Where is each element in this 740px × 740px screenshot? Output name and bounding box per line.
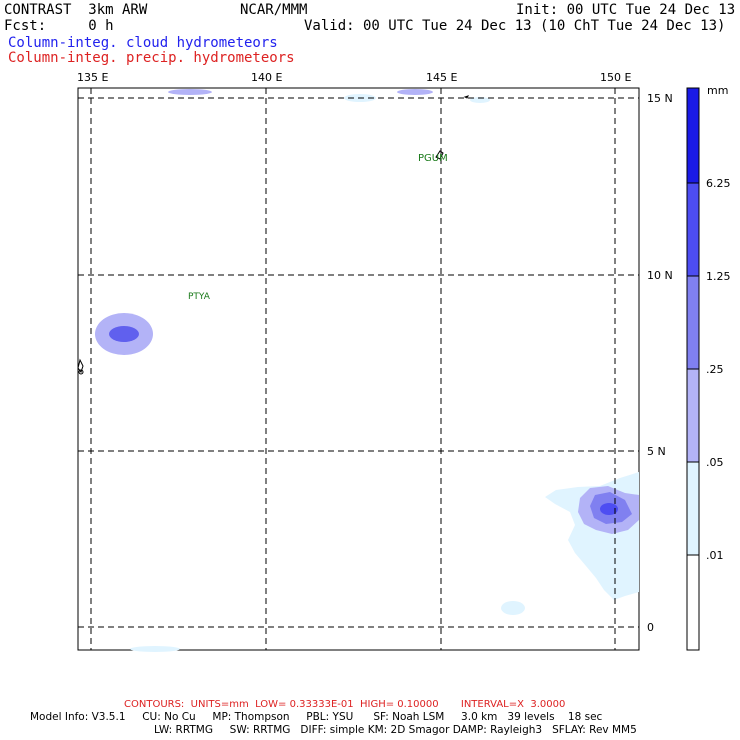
lon-label-145: 145 E xyxy=(426,71,457,84)
model-title: CONTRAST 3km ARW xyxy=(4,2,148,18)
coastlines xyxy=(77,95,469,375)
colorbar-label-0.25: .25 xyxy=(706,363,724,376)
cloud-speck-top-4 xyxy=(470,97,490,103)
map-frame xyxy=(77,87,640,651)
lon-label-140: 140 E xyxy=(251,71,282,84)
lat-lon-grid xyxy=(78,88,639,650)
cloud-blob-west-core xyxy=(109,326,139,342)
field-cloud-label: Column-integ. cloud hydrometeors xyxy=(8,35,278,51)
cloud-system-se-core xyxy=(600,503,618,515)
palau-coastline xyxy=(77,358,84,374)
init-time: Init: 00 UTC Tue 24 Dec 13 xyxy=(516,2,736,18)
cloud-speck-south xyxy=(501,601,525,615)
model-info-line1: Model Info: V3.5.1 CU: No Cu MP: Thompso… xyxy=(30,711,603,723)
colorbar-label-1.25: 1.25 xyxy=(706,270,731,283)
field-precip-label: Column-integ. precip. hydrometeors xyxy=(8,50,295,66)
colorbar-band-0.01 xyxy=(687,462,699,555)
colorbar-band-zero xyxy=(687,555,699,650)
lon-label-150: 150 E xyxy=(600,71,631,84)
colorbar-units: mm xyxy=(707,84,728,97)
colorbar-band-1.25 xyxy=(687,183,699,276)
org-label: NCAR/MMM xyxy=(240,2,308,18)
lat-label-0: 0 xyxy=(647,621,654,634)
colorbar-band-6.25 xyxy=(687,88,699,183)
colorbar-label-0.05: .05 xyxy=(706,456,724,469)
cloud-speck-bottom xyxy=(130,646,180,652)
forecast-hour: Fcst: 0 h xyxy=(4,18,114,34)
colorbar: mm 6.25 1.25 .25 .05 .01 xyxy=(686,84,731,651)
valid-time: Valid: 00 UTC Tue 24 Dec 13 (10 ChT Tue … xyxy=(304,18,726,34)
contours-info: CONTOURS: UNITS=mm LOW= 0.33333E-01 HIGH… xyxy=(124,699,566,710)
cloud-speck-top-1 xyxy=(168,89,212,95)
colorbar-label-0.01: .01 xyxy=(706,549,724,562)
lon-label-135: 135 E xyxy=(77,71,108,84)
guam-coastline xyxy=(435,150,444,160)
colorbar-label-6.25: 6.25 xyxy=(706,177,731,190)
island-north xyxy=(463,95,469,99)
cloud-speck-top-3 xyxy=(397,89,433,95)
station-ptya: PTYA xyxy=(188,292,211,302)
colorbar-band-0.05 xyxy=(687,369,699,462)
lat-label-15n: 15 N xyxy=(647,92,673,105)
lat-label-10n: 10 N xyxy=(647,269,673,282)
station-pgum: PGUM xyxy=(418,153,448,164)
palau-islet xyxy=(78,369,84,375)
lat-label-5n: 5 N xyxy=(647,445,666,458)
colorbar-band-0.25 xyxy=(687,276,699,369)
model-info-line2: LW: RRTMG SW: RRTMG DIFF: simple KM: 2D … xyxy=(154,724,637,736)
